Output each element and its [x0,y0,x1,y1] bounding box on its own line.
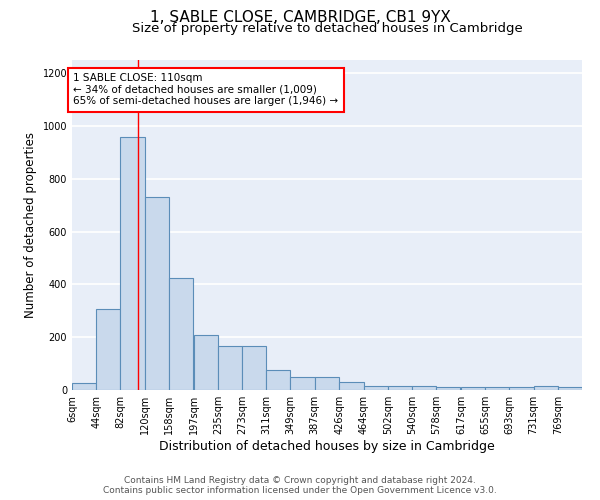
Text: 1, SABLE CLOSE, CAMBRIDGE, CB1 9YX: 1, SABLE CLOSE, CAMBRIDGE, CB1 9YX [149,10,451,25]
Bar [218,346,242,390]
Bar [266,370,290,390]
Bar [461,387,485,390]
X-axis label: Distribution of detached houses by size in Cambridge: Distribution of detached houses by size … [159,440,495,453]
Bar [388,386,412,390]
Bar [145,198,169,390]
Bar [412,386,436,390]
Bar [72,384,96,390]
Bar [242,346,266,390]
Bar [169,278,193,390]
Bar [290,377,314,390]
Bar [121,136,145,390]
Text: 1 SABLE CLOSE: 110sqm
← 34% of detached houses are smaller (1,009)
65% of semi-d: 1 SABLE CLOSE: 110sqm ← 34% of detached … [73,73,338,106]
Bar [533,386,558,390]
Text: Contains HM Land Registry data © Crown copyright and database right 2024.
Contai: Contains HM Land Registry data © Crown c… [103,476,497,495]
Bar [314,377,339,390]
Bar [194,334,218,390]
Y-axis label: Number of detached properties: Number of detached properties [24,132,37,318]
Bar [485,387,509,390]
Title: Size of property relative to detached houses in Cambridge: Size of property relative to detached ho… [131,22,523,35]
Bar [364,386,388,390]
Bar [96,310,121,390]
Bar [509,387,533,390]
Bar [340,382,364,390]
Bar [436,387,460,390]
Bar [558,387,582,390]
